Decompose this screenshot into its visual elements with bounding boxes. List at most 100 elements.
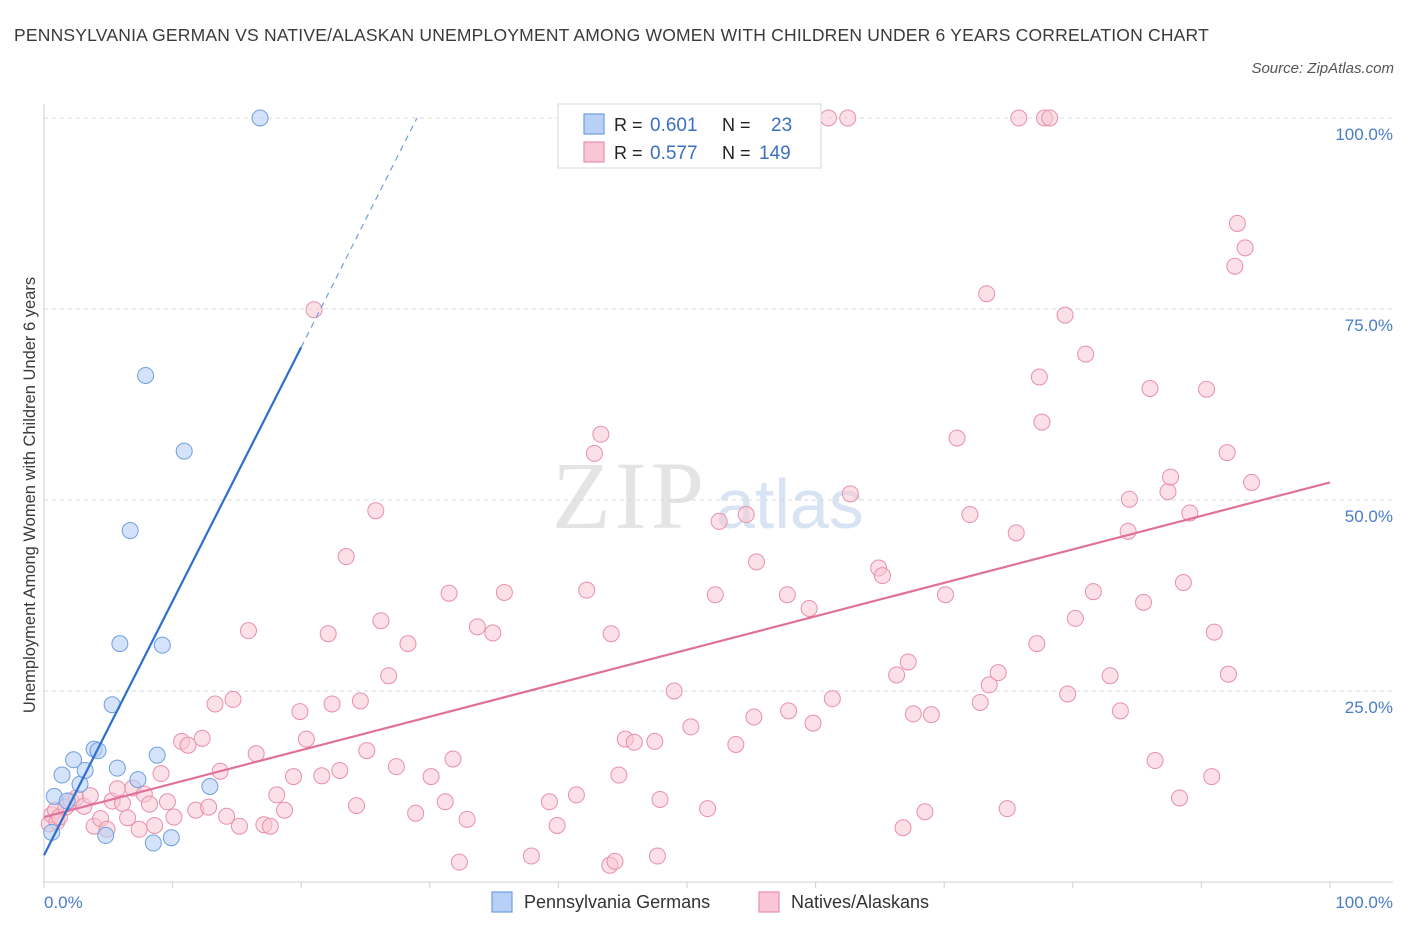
natives-alaskans-point [440, 584, 458, 602]
natives-alaskans-point [284, 768, 302, 786]
pennsylvania-germans-point [65, 751, 83, 769]
natives-alaskans-point [179, 736, 197, 754]
natives-alaskans-point [737, 506, 755, 524]
natives-alaskans-point [367, 502, 385, 520]
natives-alaskans-point [1033, 413, 1051, 431]
natives-alaskans-points [40, 109, 1261, 874]
natives-alaskans-point [745, 708, 763, 726]
natives-alaskans-point [980, 676, 998, 694]
y-tick-label: 25.0% [1345, 698, 1393, 717]
natives-alaskans-point [1159, 483, 1177, 501]
natives-alaskans-point [839, 109, 857, 127]
x-tick-label: 100.0% [1335, 893, 1393, 912]
pennsylvania-germans-point [175, 442, 193, 460]
natives-alaskans-point [218, 807, 236, 825]
watermark-zip: ZIP [552, 442, 708, 549]
natives-alaskans-point [778, 586, 796, 604]
bottom-legend-label-pink: Natives/Alaskans [791, 892, 929, 912]
natives-alaskans-point [727, 735, 745, 753]
natives-alaskans-point [323, 695, 341, 713]
pennsylvania-germans-point [153, 636, 171, 654]
natives-alaskans-point [1146, 752, 1164, 770]
natives-alaskans-point [823, 690, 841, 708]
natives-alaskans-point [548, 816, 566, 834]
natives-alaskans-point [1226, 257, 1244, 275]
natives-alaskans-point [372, 612, 390, 630]
natives-alaskans-point [899, 653, 917, 671]
natives-alaskans-point [495, 583, 513, 601]
natives-alaskans-point [468, 618, 486, 636]
natives-alaskans-point [230, 817, 248, 835]
natives-alaskans-point [1010, 109, 1028, 127]
natives-alaskans-point [998, 800, 1016, 818]
y-tick-label: 75.0% [1345, 316, 1393, 335]
natives-alaskans-point [140, 795, 158, 813]
legend-n-value-blue: 23 [771, 115, 792, 136]
natives-alaskans-point [682, 718, 700, 736]
natives-alaskans-point [602, 625, 620, 643]
natives-alaskans-point [916, 803, 934, 821]
pennsylvania-germans-trendline-extension [300, 117, 418, 348]
natives-alaskans-point [1243, 473, 1261, 491]
natives-alaskans-point [407, 804, 425, 822]
legend-swatch-pennsylvania-germans [583, 113, 605, 135]
pennsylvania-germans-point [162, 829, 180, 847]
stats-legend: R = 0.601 N = 23 R = 0.577 N = 149 [557, 103, 822, 169]
axes [43, 104, 1393, 888]
natives-alaskans-point [1171, 789, 1189, 807]
natives-alaskans-point [291, 703, 309, 721]
gridlines [44, 117, 1393, 692]
pennsylvania-germans-point [111, 635, 129, 653]
natives-alaskans-point [1228, 214, 1246, 232]
natives-alaskans-point [313, 767, 331, 785]
natives-alaskans-point [1174, 574, 1192, 592]
legend-n-value-pink: 149 [759, 143, 791, 164]
natives-alaskans-point [305, 301, 323, 319]
natives-alaskans-point [1084, 583, 1102, 601]
natives-alaskans-point [1120, 490, 1138, 508]
pennsylvania-germans-point [144, 834, 162, 852]
legend-r-label-pink: R = [614, 143, 643, 163]
natives-alaskans-point [444, 750, 462, 768]
x-tick-label: 0.0% [44, 893, 83, 912]
y-tick-label: 50.0% [1345, 507, 1393, 526]
trendlines [43, 117, 1331, 856]
natives-alaskans-point [399, 635, 417, 653]
natives-alaskans-point [625, 733, 643, 751]
natives-alaskans-point [904, 705, 922, 723]
natives-alaskans-point [146, 816, 164, 834]
watermark-atlas: atlas [716, 465, 864, 543]
series-legend: Pennsylvania Germans Natives/Alaskans [491, 891, 929, 913]
tick-labels: 100.0% 75.0% 50.0% 25.0% 0.0% 100.0% [44, 125, 1393, 912]
natives-alaskans-point [239, 622, 257, 640]
natives-alaskans-point [1219, 665, 1237, 683]
natives-alaskans-point [422, 768, 440, 786]
legend-r-label-blue: R = [614, 115, 643, 135]
natives-alaskans-point [484, 624, 502, 642]
natives-alaskans-point [1236, 239, 1254, 257]
natives-alaskans-point [119, 809, 137, 827]
natives-alaskans-point [165, 808, 183, 826]
natives-alaskans-point [351, 692, 369, 710]
pennsylvania-germans-point [108, 759, 126, 777]
natives-alaskans-point [1028, 635, 1046, 653]
natives-alaskans-point [841, 485, 859, 503]
natives-alaskans-point [961, 506, 979, 524]
natives-alaskans-point [646, 732, 664, 750]
natives-alaskans-point [971, 693, 989, 711]
pennsylvania-germans-point [201, 778, 219, 795]
natives-alaskans-point [800, 599, 818, 617]
natives-alaskans-point [224, 690, 242, 708]
natives-alaskans-point [337, 548, 355, 566]
natives-alaskans-point [1041, 109, 1059, 127]
pennsylvania-germans-point [137, 366, 155, 384]
natives-alaskans-point [522, 847, 540, 865]
natives-alaskans-point [450, 853, 468, 871]
pennsylvania-germans-trendline [43, 346, 303, 856]
natives-alaskans-point [819, 109, 837, 127]
natives-alaskans-point [978, 285, 996, 303]
natives-alaskans-point [1205, 623, 1223, 641]
natives-alaskans-point [247, 745, 265, 763]
natives-alaskans-point [130, 820, 148, 838]
